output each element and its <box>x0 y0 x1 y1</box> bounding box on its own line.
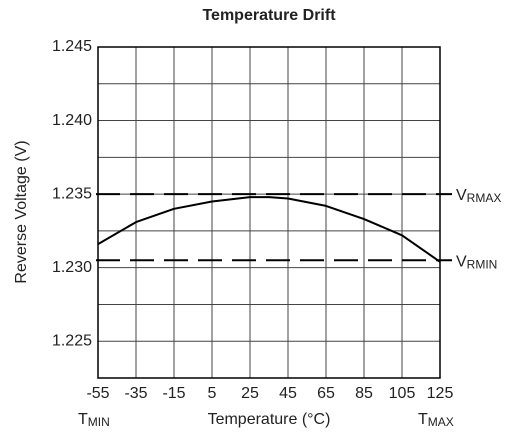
chart-title: Temperature Drift <box>202 7 336 24</box>
x-end-label-base: T <box>78 411 88 428</box>
reference-label: VRMIN <box>456 254 497 272</box>
data-line <box>97 196 441 263</box>
x-tick-label: -35 <box>124 385 147 402</box>
x-tick-label: -55 <box>86 385 109 402</box>
y-tick-label: 1.240 <box>52 112 92 129</box>
x-axis-label: Temperature (°C) <box>208 411 331 428</box>
reference-label-base: V <box>456 254 467 271</box>
x-tick-label: 45 <box>279 385 297 402</box>
y-axis-label: Reverse Voltage (V) <box>13 140 30 283</box>
plot-frame <box>97 46 441 379</box>
x-end-label: TMAX <box>418 411 454 429</box>
x-tick-label: 25 <box>241 385 259 402</box>
reference-label-base: V <box>456 187 467 204</box>
x-end-label-sub: MAX <box>428 415 454 429</box>
y-tick-label: 1.225 <box>52 332 92 349</box>
y-tick-label: 1.230 <box>52 259 92 276</box>
x-tick-label: 85 <box>355 385 373 402</box>
x-tick-label: 105 <box>389 385 416 402</box>
reference-label: VRMAX <box>456 187 501 205</box>
reference-label-sub: RMAX <box>467 191 502 205</box>
x-tick-label: 5 <box>208 385 217 402</box>
x-tick-label: 125 <box>427 385 454 402</box>
x-end-label-sub: MIN <box>88 415 110 429</box>
y-tick-label: 1.245 <box>52 38 92 55</box>
x-tick-label: 65 <box>317 385 335 402</box>
x-end-label: TMIN <box>78 411 110 429</box>
reference-label-sub: RMIN <box>467 257 498 271</box>
x-end-label-base: T <box>418 411 428 428</box>
x-tick-label: -15 <box>162 385 185 402</box>
y-tick-label: 1.235 <box>52 185 92 202</box>
